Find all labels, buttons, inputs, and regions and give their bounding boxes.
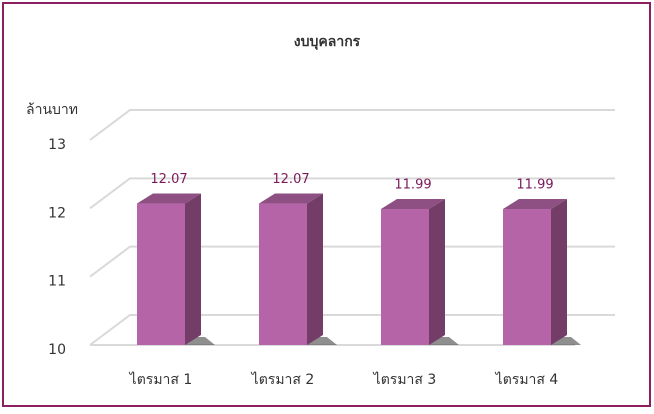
y-tick-label: 12 xyxy=(48,205,66,221)
grid-line xyxy=(89,245,615,278)
bar-side xyxy=(185,193,201,345)
bar-top xyxy=(381,199,445,210)
value-label: 11.99 xyxy=(394,178,431,193)
bar-top xyxy=(137,193,201,204)
bar xyxy=(259,203,307,345)
y-axis-label: ล้านบาท xyxy=(26,102,78,118)
bar-side xyxy=(551,199,567,345)
grid-line xyxy=(89,109,615,141)
bar xyxy=(503,209,551,345)
grid-line xyxy=(89,177,615,210)
x-tick-label: ไตรมาส 4 xyxy=(495,371,559,388)
bar-top xyxy=(503,199,567,210)
bar xyxy=(381,209,429,345)
x-tick-label: ไตรมาส 3 xyxy=(373,371,437,388)
y-tick-label: 11 xyxy=(48,274,66,290)
bar-side xyxy=(307,193,323,345)
y-tick-label: 13 xyxy=(48,137,66,153)
chart-title: งบบุคลากร xyxy=(294,34,361,50)
value-label: 12.07 xyxy=(150,172,187,187)
x-tick-label: ไตรมาส 1 xyxy=(129,371,193,388)
value-label: 12.07 xyxy=(272,172,309,187)
bar xyxy=(137,203,185,345)
value-label: 11.99 xyxy=(516,178,553,193)
x-tick-label: ไตรมาส 2 xyxy=(251,371,315,388)
grid-line xyxy=(89,314,615,346)
y-tick-label: 10 xyxy=(48,342,66,358)
bar-top xyxy=(259,193,323,204)
bar-side xyxy=(429,199,445,345)
